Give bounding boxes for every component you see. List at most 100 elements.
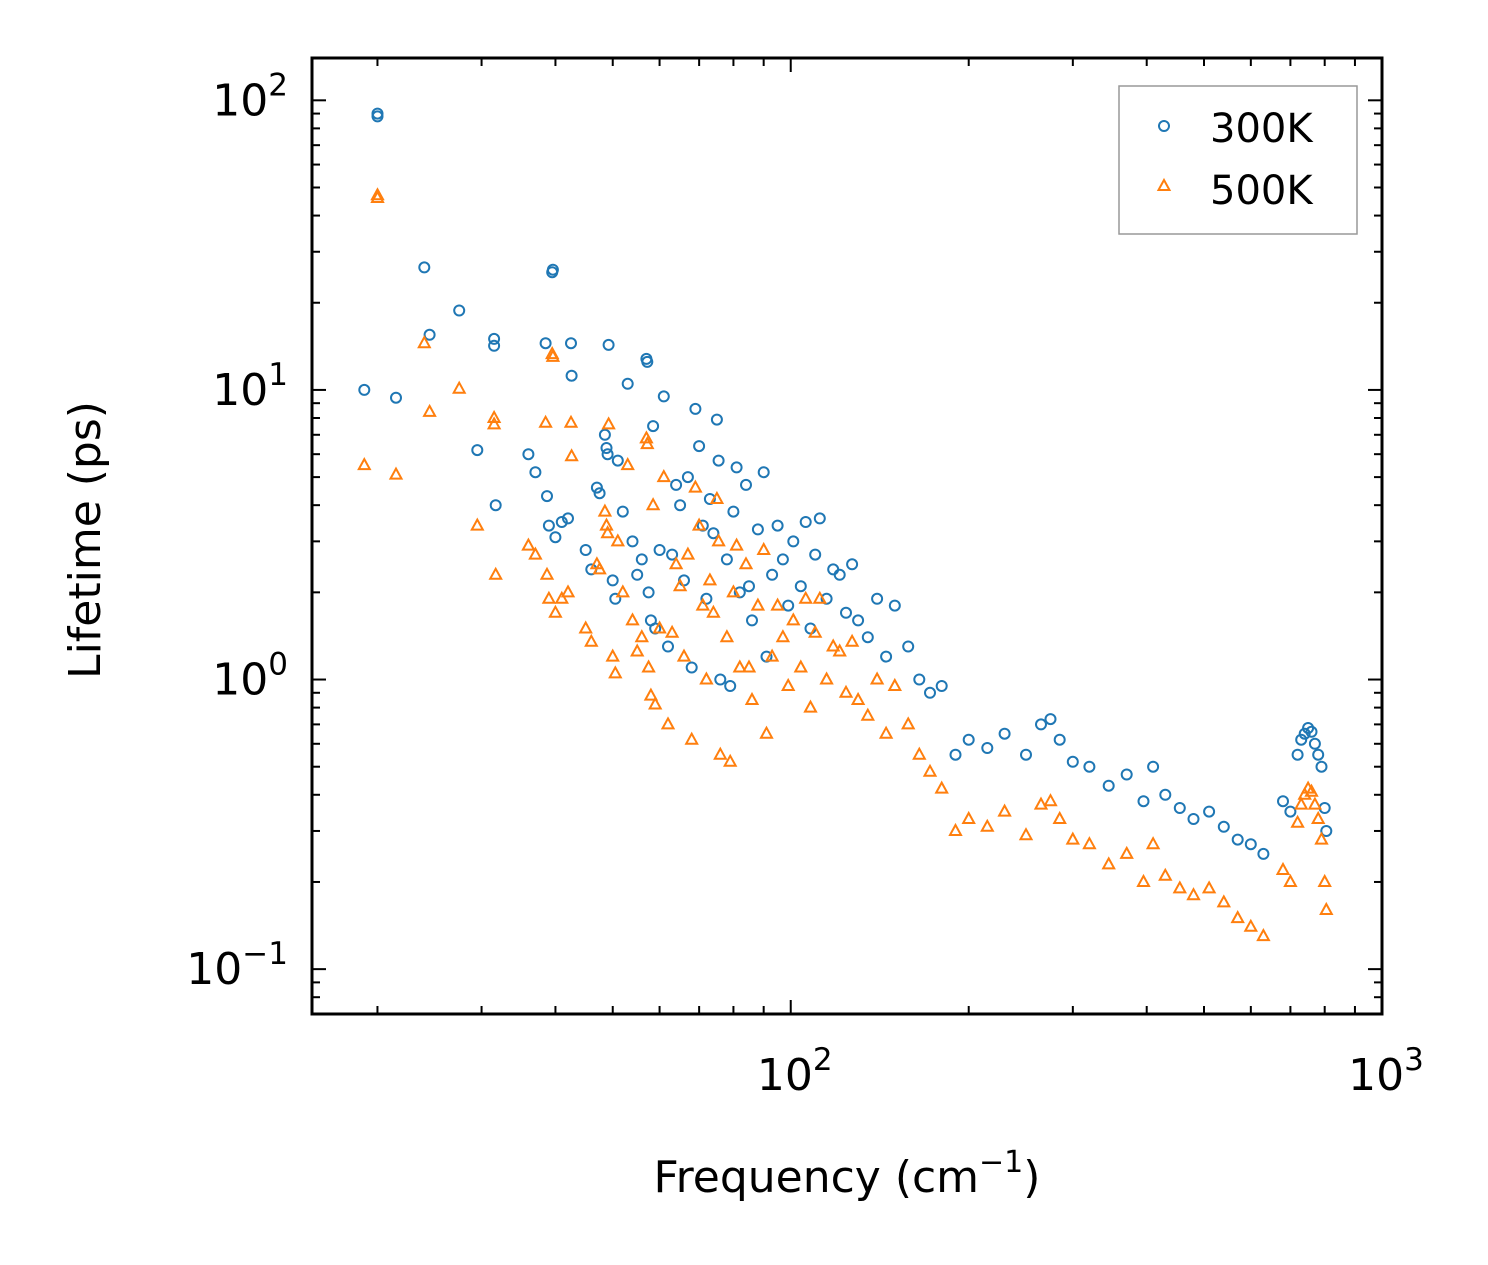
point-300k-26 bbox=[593, 487, 606, 500]
point-300k-131 bbox=[1320, 825, 1333, 837]
point-500k-37 bbox=[630, 643, 645, 657]
point-500k-99 bbox=[961, 810, 976, 824]
point-300k-120 bbox=[1277, 795, 1289, 808]
point-500k-73 bbox=[759, 725, 774, 739]
point-500k-127 bbox=[1307, 796, 1323, 810]
point-500k-90 bbox=[860, 707, 875, 721]
x-tick-label-base: 10 bbox=[1348, 1050, 1404, 1101]
point-500k-98 bbox=[948, 822, 963, 836]
point-300k-100 bbox=[981, 742, 994, 754]
point-500k-24 bbox=[584, 633, 599, 647]
point-500k-11 bbox=[521, 537, 536, 551]
point-500k-17 bbox=[545, 348, 561, 362]
x-tick-label-exp: 3 bbox=[1404, 1042, 1424, 1078]
point-500k-2 bbox=[370, 189, 385, 203]
point-500k-105 bbox=[1052, 810, 1067, 824]
x-axis-title: Frequency (cm−1) bbox=[654, 1145, 1041, 1203]
point-500k-53 bbox=[684, 731, 699, 745]
point-500k-30 bbox=[601, 416, 616, 430]
point-500k-18 bbox=[548, 604, 563, 618]
point-500k-43 bbox=[645, 497, 661, 511]
point-300k-80 bbox=[799, 516, 812, 528]
point-300k-31 bbox=[606, 574, 619, 587]
point-300k-92 bbox=[880, 650, 893, 663]
point-300k-14 bbox=[541, 490, 553, 503]
x-tick-label-exp: 2 bbox=[813, 1042, 833, 1078]
point-300k-22 bbox=[565, 369, 578, 382]
point-500k-64 bbox=[723, 753, 738, 767]
point-300k-111 bbox=[1147, 760, 1160, 773]
point-300k-112 bbox=[1159, 788, 1172, 801]
point-500k-113 bbox=[1172, 880, 1187, 894]
point-500k-49 bbox=[668, 556, 684, 570]
point-300k-116 bbox=[1217, 820, 1230, 833]
point-300k-98 bbox=[949, 748, 962, 761]
point-300k-2 bbox=[371, 110, 384, 123]
point-500k-75 bbox=[770, 597, 785, 611]
point-300k-18 bbox=[549, 531, 562, 544]
point-300k-20 bbox=[562, 512, 574, 525]
y-tick-label-100: 102 bbox=[212, 67, 288, 126]
point-500k-5 bbox=[422, 403, 437, 417]
point-300k-96 bbox=[924, 686, 936, 699]
point-300k-110 bbox=[1137, 795, 1150, 808]
point-300k-64 bbox=[724, 680, 737, 692]
point-500k-89 bbox=[850, 691, 866, 705]
point-500k-12 bbox=[528, 546, 543, 560]
point-500k-42 bbox=[643, 687, 659, 701]
point-500k-51 bbox=[676, 648, 692, 662]
point-300k-17 bbox=[546, 263, 559, 276]
point-300k-107 bbox=[1083, 760, 1096, 773]
y-tick-label-exp: 2 bbox=[268, 67, 288, 103]
point-500k-56 bbox=[695, 597, 710, 611]
point-500k-128 bbox=[1311, 810, 1326, 824]
point-500k-111 bbox=[1145, 836, 1161, 850]
point-300k-4 bbox=[418, 261, 431, 274]
point-500k-92 bbox=[878, 725, 894, 739]
point-300k-90 bbox=[861, 631, 874, 644]
point-300k-78 bbox=[787, 535, 800, 548]
point-300k-46 bbox=[657, 390, 670, 403]
point-300k-13 bbox=[539, 337, 552, 350]
point-500k-94 bbox=[901, 716, 916, 730]
point-300k-94 bbox=[902, 640, 915, 653]
point-500k-39 bbox=[639, 430, 654, 444]
point-300k-87 bbox=[840, 606, 852, 619]
point-500k-48 bbox=[664, 624, 680, 638]
point-500k-10 bbox=[488, 566, 503, 580]
point-500k-41 bbox=[641, 659, 656, 673]
y-tick-label-base: 10 bbox=[186, 944, 242, 995]
point-300k-75 bbox=[771, 519, 784, 532]
point-500k-22 bbox=[564, 448, 579, 462]
point-300k-122 bbox=[1291, 748, 1304, 761]
point-300k-86 bbox=[833, 568, 846, 581]
point-500k-97 bbox=[934, 780, 949, 794]
legend: 300K 500K bbox=[1118, 85, 1358, 235]
point-300k-59 bbox=[707, 527, 720, 540]
point-500k-95 bbox=[912, 746, 927, 760]
point-500k-40 bbox=[640, 436, 655, 450]
point-300k-62 bbox=[714, 673, 727, 686]
point-500k-35 bbox=[620, 457, 635, 471]
point-500k-117 bbox=[1230, 910, 1245, 924]
point-500k-72 bbox=[756, 541, 771, 555]
point-300k-102 bbox=[1020, 748, 1032, 761]
point-500k-84 bbox=[819, 671, 834, 685]
point-300k-119 bbox=[1257, 847, 1270, 860]
point-500k-78 bbox=[786, 612, 801, 626]
point-500k-13 bbox=[538, 414, 553, 428]
point-300k-95 bbox=[913, 673, 926, 686]
point-300k-47 bbox=[662, 640, 674, 653]
point-500k-14 bbox=[539, 566, 555, 580]
point-500k-9 bbox=[486, 416, 502, 430]
point-300k-74 bbox=[766, 568, 779, 581]
point-500k-112 bbox=[1158, 867, 1173, 881]
plot-frame bbox=[310, 56, 1384, 1016]
point-500k-54 bbox=[688, 479, 703, 493]
point-300k-40 bbox=[641, 355, 654, 368]
point-500k-34 bbox=[615, 584, 630, 598]
point-300k-113 bbox=[1173, 802, 1186, 814]
point-300k-76 bbox=[776, 553, 789, 566]
legend-label-300k: 300K bbox=[1210, 106, 1314, 152]
